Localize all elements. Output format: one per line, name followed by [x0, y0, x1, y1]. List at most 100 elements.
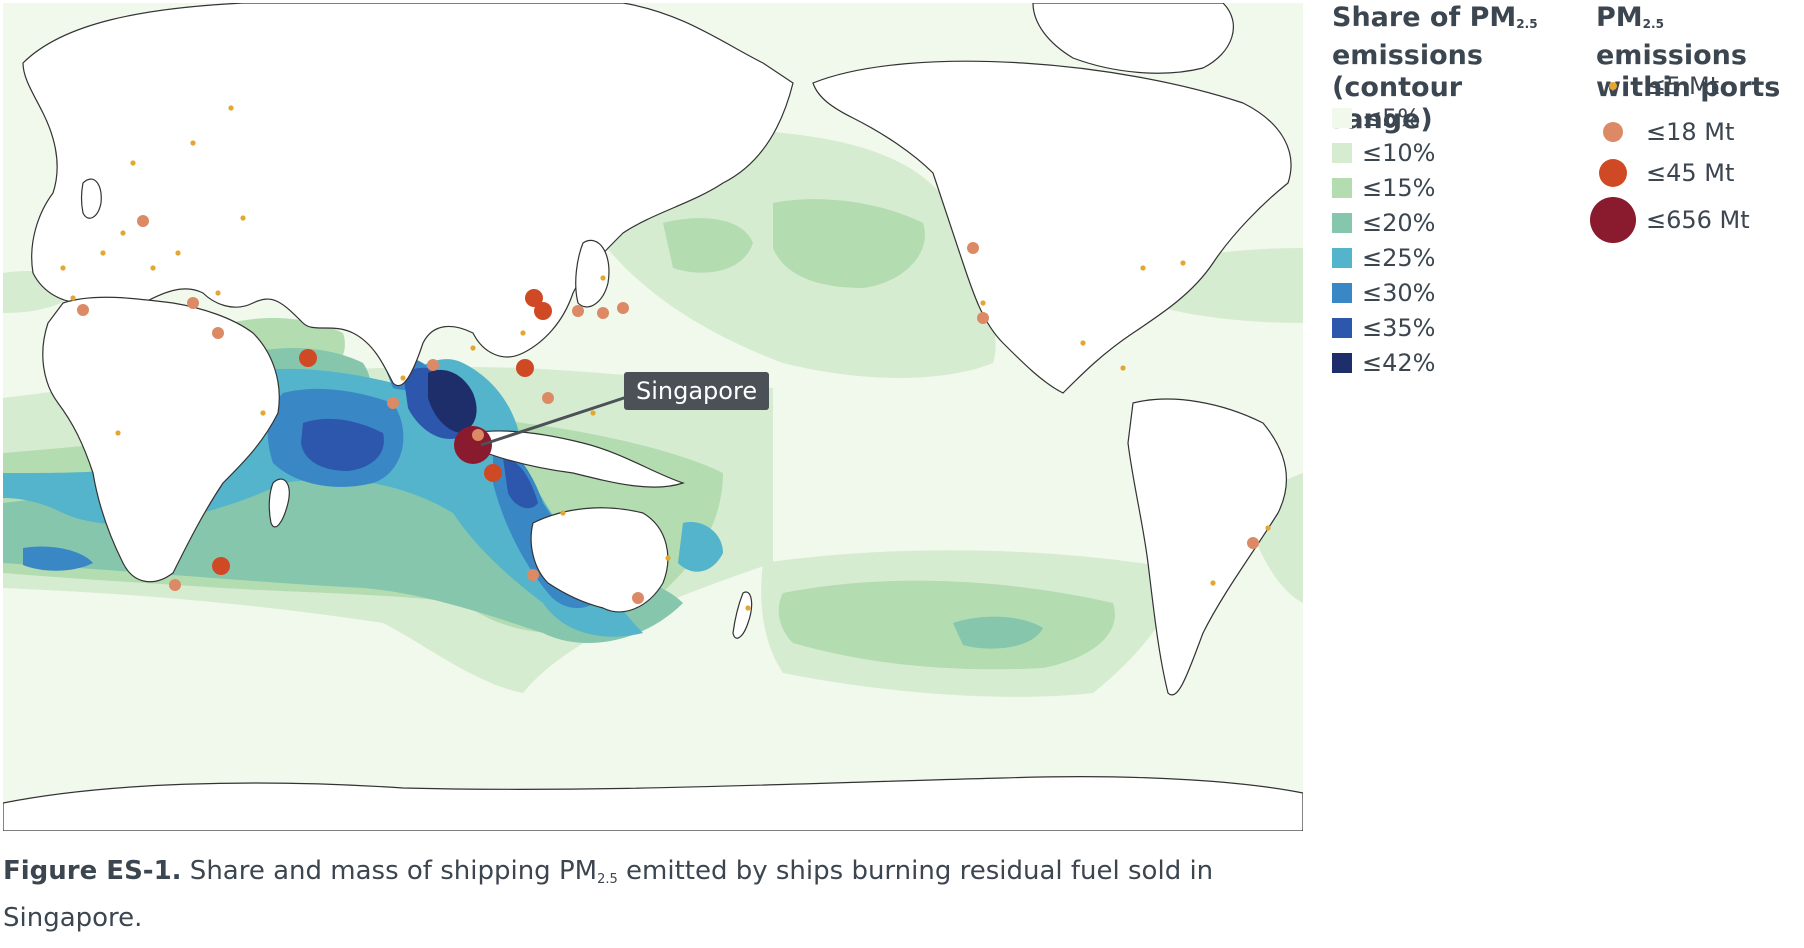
port-legend-item: ≤656 Mt	[1590, 197, 1750, 243]
contour-band-15	[663, 218, 753, 273]
port-marker	[1265, 525, 1271, 531]
legend-label: ≤15%	[1362, 174, 1436, 202]
legend-label: ≤45 Mt	[1646, 159, 1735, 187]
port-marker	[516, 359, 534, 377]
contour-band-15	[773, 199, 925, 288]
port-marker	[212, 557, 230, 575]
port-marker	[597, 307, 609, 319]
land-africa	[42, 296, 280, 583]
port-marker	[600, 275, 606, 281]
port-markers	[60, 105, 1271, 611]
port-marker	[130, 160, 136, 166]
legend-swatch	[1332, 143, 1352, 163]
legend-label: ≤5 Mt	[1646, 72, 1720, 100]
port-marker	[115, 430, 121, 436]
port-marker	[60, 265, 66, 271]
callout-pointer-line	[480, 393, 634, 447]
continents	[3, 3, 1303, 831]
port-marker	[1210, 580, 1216, 586]
share-legend-item: ≤35%	[1332, 313, 1435, 343]
land-australia	[530, 507, 669, 613]
port-marker	[1120, 365, 1126, 371]
port-legend-title: PM2.5 emissions within ports	[1596, 2, 1781, 103]
land-newzealand	[732, 591, 753, 639]
port-marker	[525, 289, 543, 307]
contour-band-20	[953, 616, 1043, 649]
port-marker	[150, 265, 156, 271]
port-marker	[1247, 537, 1259, 549]
land-greenland	[1032, 3, 1234, 74]
legend-swatch	[1332, 283, 1352, 303]
port-marker	[427, 359, 439, 371]
contour-band-42	[428, 369, 477, 433]
legend-swatch	[1332, 248, 1352, 268]
port-size-marker	[1599, 159, 1627, 187]
land-japan	[575, 239, 610, 308]
port-size-marker	[1609, 82, 1617, 90]
port-marker	[472, 429, 484, 441]
port-marker	[520, 330, 526, 336]
contour-band-25	[678, 522, 723, 572]
share-legend-item: ≤25%	[1332, 243, 1435, 273]
legend-label: ≤35%	[1362, 314, 1436, 342]
share-legend-item: ≤42%	[1332, 348, 1435, 378]
port-marker	[260, 410, 266, 416]
port-marker	[187, 297, 199, 309]
legend-label: ≤18 Mt	[1646, 118, 1735, 146]
port-size-marker	[1590, 197, 1636, 243]
contour-band-25	[3, 359, 643, 637]
port-legend-item: ≤5 Mt	[1590, 63, 1719, 109]
land-madagascar	[268, 478, 290, 528]
legend-label: ≤20%	[1362, 209, 1436, 237]
port-marker	[560, 510, 566, 516]
singapore-callout: Singapore	[624, 372, 770, 410]
contour-band-35	[301, 418, 384, 471]
port-marker	[100, 250, 106, 256]
port-marker	[120, 230, 126, 236]
port-marker	[590, 410, 596, 416]
legend-swatch	[1332, 213, 1352, 233]
share-legend-item: ≤20%	[1332, 208, 1435, 238]
contour-band-30	[23, 546, 93, 571]
share-legend-item: ≤10%	[1332, 138, 1435, 168]
port-marker	[137, 215, 149, 227]
legend-swatch	[1332, 178, 1352, 198]
port-legend-item: ≤18 Mt	[1590, 109, 1734, 155]
port-marker	[228, 105, 234, 111]
legend-swatch	[1332, 318, 1352, 338]
port-marker	[77, 304, 89, 316]
port-marker	[527, 569, 539, 581]
land-uk	[80, 178, 102, 219]
port-marker	[617, 302, 629, 314]
share-legend-item: ≤5%	[1332, 103, 1420, 133]
land-indonesia	[472, 430, 685, 488]
port-marker	[400, 375, 406, 381]
figure-caption: Figure ES-1. Share and mass of shipping …	[3, 856, 1214, 933]
port-marker	[175, 250, 181, 256]
port-marker	[299, 349, 317, 367]
land-south-america	[1127, 398, 1288, 696]
port-marker	[215, 290, 221, 296]
port-marker	[534, 302, 552, 320]
contour-band-35	[503, 458, 538, 509]
port-marker	[977, 312, 989, 324]
port-marker	[980, 300, 986, 306]
port-marker	[1180, 260, 1186, 266]
legend-label: ≤10%	[1362, 139, 1436, 167]
port-marker	[70, 295, 76, 301]
land-north-america	[812, 60, 1292, 394]
port-marker	[632, 592, 644, 604]
contour-band-15	[778, 580, 1115, 670]
port-marker	[967, 242, 979, 254]
port-legend-item: ≤45 Mt	[1590, 150, 1734, 196]
port-marker	[240, 215, 246, 221]
legend-swatch	[1332, 353, 1352, 373]
legend-swatch	[1332, 108, 1352, 128]
land-eurasia	[22, 3, 794, 387]
port-marker	[169, 579, 181, 591]
port-marker	[387, 397, 399, 409]
legend-label: ≤5%	[1362, 104, 1421, 132]
land-antarctica	[3, 776, 1303, 831]
legend-label: ≤25%	[1362, 244, 1436, 272]
port-marker	[1080, 340, 1086, 346]
